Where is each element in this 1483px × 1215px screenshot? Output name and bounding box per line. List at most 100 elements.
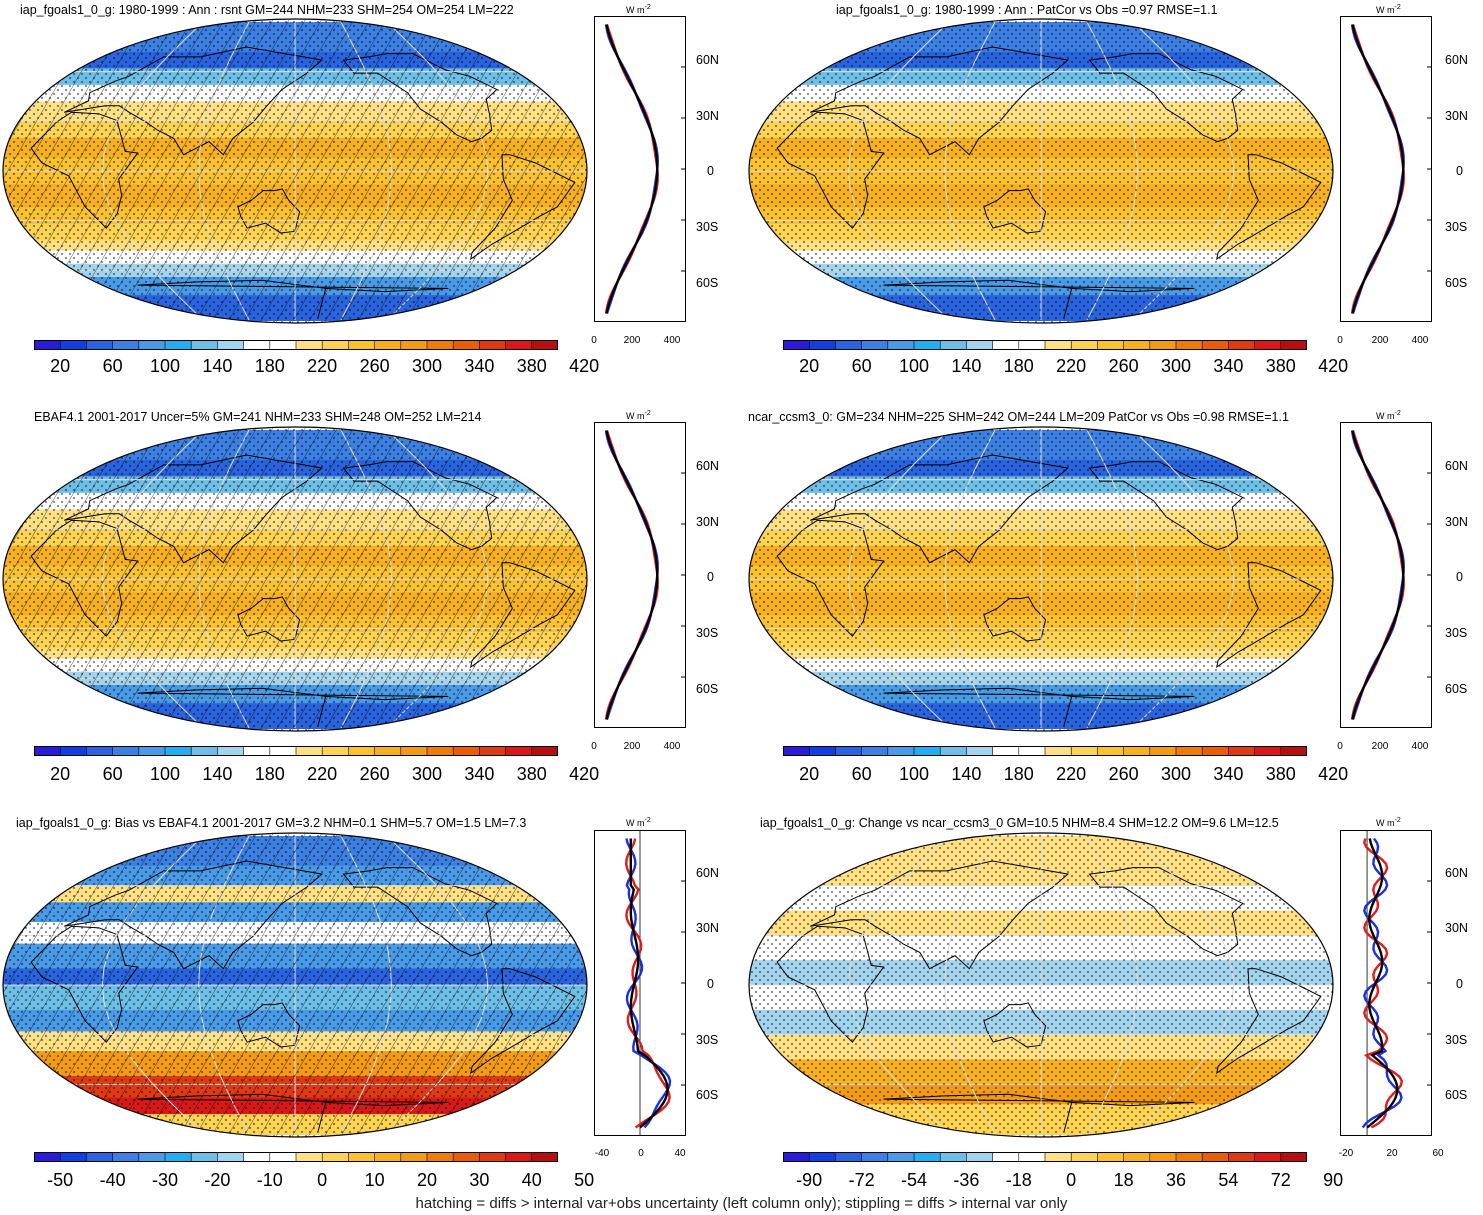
- colorbar-tick-label: -18: [1005, 1170, 1032, 1190]
- colorbar-swatch: [835, 1152, 863, 1162]
- lat-label: 0: [1456, 164, 1463, 178]
- colorbar-swatch: [243, 340, 271, 350]
- lat-label: 0: [707, 570, 714, 584]
- colorbar-tick-label: 10: [364, 1170, 385, 1190]
- colorbar-swatch: [1149, 746, 1177, 756]
- colorbar-swatch: [1045, 746, 1072, 756]
- colorbar-swatch: [531, 340, 558, 350]
- lat-label: 60N: [696, 53, 719, 67]
- lat-label: 60S: [696, 1088, 719, 1102]
- colorbar-tick-label: 100: [898, 356, 930, 376]
- colorbar-tick-label: 420: [1318, 764, 1349, 784]
- zonal-x-tick: 200: [623, 335, 641, 346]
- lat-label: 60N: [696, 866, 719, 880]
- colorbar-swatch: [296, 340, 323, 350]
- colorbar-swatch: [165, 340, 192, 350]
- colorbar-swatch: [992, 340, 1020, 350]
- colorbar-tick-label: 300: [1160, 764, 1192, 784]
- world-map: [748, 18, 1334, 324]
- map-field: [749, 427, 1333, 731]
- colorbar-tick-label: 420: [1318, 356, 1349, 376]
- colorbar-swatch: [427, 340, 454, 350]
- colorbar-swatch: [400, 340, 428, 350]
- colorbar-tick-label: 380: [1265, 764, 1296, 784]
- colorbar-swatch: [1280, 340, 1307, 350]
- panel-title: iap_fgoals1_0_g: 1980-1999 : Ann : PatCo…: [836, 3, 1218, 17]
- colorbar-swatch: [887, 340, 915, 350]
- colorbar-swatch: [1228, 1152, 1256, 1162]
- colorbar-swatch: [992, 1152, 1020, 1162]
- colorbar-swatch: [86, 340, 114, 350]
- colorbar-swatch: [1018, 746, 1046, 756]
- colorbar-swatch: [112, 1152, 140, 1162]
- colorbar-swatch: [374, 340, 402, 350]
- colorbar-swatch: [138, 746, 166, 756]
- colorbar-swatch: [1097, 746, 1125, 756]
- colorbar-tick-label: 300: [411, 764, 443, 784]
- lat-label: 60N: [1445, 866, 1468, 880]
- colorbar-tick-label: 60: [851, 356, 872, 376]
- zonal-series-line: [1350, 430, 1405, 720]
- map-field: [3, 427, 587, 731]
- lat-label: 30S: [696, 626, 719, 640]
- colorbar-swatch: [348, 340, 376, 350]
- lat-label: 0: [1456, 570, 1463, 584]
- colorbar-tick-label: 220: [1056, 356, 1087, 376]
- zonal-series-line: [605, 24, 659, 314]
- zonal-series-line: [1351, 430, 1405, 720]
- colorbar-swatch: [1202, 746, 1229, 756]
- colorbar-tick-label: 260: [359, 356, 390, 376]
- zonal-unit-label: W m-2: [626, 410, 651, 421]
- colorbar-tick-label: 20: [799, 356, 820, 376]
- zonal-x-tick: 0: [591, 741, 597, 752]
- colorbar-tick-label: 140: [202, 356, 233, 376]
- colorbar-swatch: [505, 340, 533, 350]
- colorbar-swatch: [1123, 1152, 1151, 1162]
- colorbar-swatch: [138, 340, 166, 350]
- colorbar-tick-label: 260: [1108, 356, 1139, 376]
- stipple-overlay: [749, 833, 1333, 1137]
- colorbar-tick-label: 36: [1165, 1170, 1187, 1190]
- zonal-series-line: [1350, 24, 1405, 314]
- colorbar-swatch: [1149, 1152, 1177, 1162]
- zonal-series-line: [1351, 24, 1405, 314]
- zonal-series-line: [624, 838, 671, 1129]
- colorbar-swatch: [940, 1152, 967, 1162]
- colorbar-swatch: [783, 1152, 810, 1162]
- colorbar-swatch: [809, 1152, 836, 1162]
- zonal-series-line: [604, 24, 659, 314]
- colorbar-swatch: [400, 746, 428, 756]
- map-field: [749, 19, 1333, 323]
- zonal-x-tick: 400: [1411, 741, 1429, 752]
- colorbar-tick-label: 260: [1108, 764, 1139, 784]
- lat-label: 0: [1456, 977, 1463, 991]
- colorbar-tick-label: 380: [516, 356, 547, 376]
- colorbar-tick-label: 54: [1218, 1170, 1239, 1190]
- colorbar-tick-label: 60: [851, 764, 872, 784]
- colorbar-swatch: [1071, 746, 1098, 756]
- colorbar-tick-label: 60: [102, 356, 123, 376]
- figure-footnote: hatching = diffs > internal var+obs unce…: [415, 1195, 1068, 1212]
- colorbar-swatch: [479, 340, 507, 350]
- colorbar-labels: 20 60 100 140 180 220 260 300 340 380 42…: [783, 356, 1348, 378]
- colorbar-swatch: [1123, 746, 1151, 756]
- colorbar-swatch: [296, 1152, 323, 1162]
- colorbar-swatch: [348, 1152, 376, 1162]
- colorbar-tick-label: 0: [317, 1170, 328, 1190]
- zonal-unit-label: W m-2: [626, 817, 651, 828]
- colorbar-swatch: [1176, 1152, 1203, 1162]
- colorbar-tick-label: 420: [569, 764, 600, 784]
- colorbar-swatch: [60, 340, 87, 350]
- panel-title: iap_fgoals1_0_g: Change vs ncar_ccsm3_0 …: [760, 816, 1279, 830]
- map-outline: [748, 426, 1334, 732]
- colorbar-swatch: [1202, 340, 1229, 350]
- colorbar-swatch: [809, 746, 836, 756]
- zonal-mean-plot: [1340, 16, 1432, 322]
- colorbar-swatch: [1123, 340, 1151, 350]
- colorbar-swatch: [887, 746, 915, 756]
- colorbar-swatch: [835, 746, 863, 756]
- map-outline: [2, 18, 588, 324]
- colorbar-tick-label: 340: [464, 764, 495, 784]
- colorbar-tick-label: 20: [50, 764, 71, 784]
- panel-title: EBAF4.1 2001-2017 Uncer=5% GM=241 NHM=23…: [34, 410, 482, 424]
